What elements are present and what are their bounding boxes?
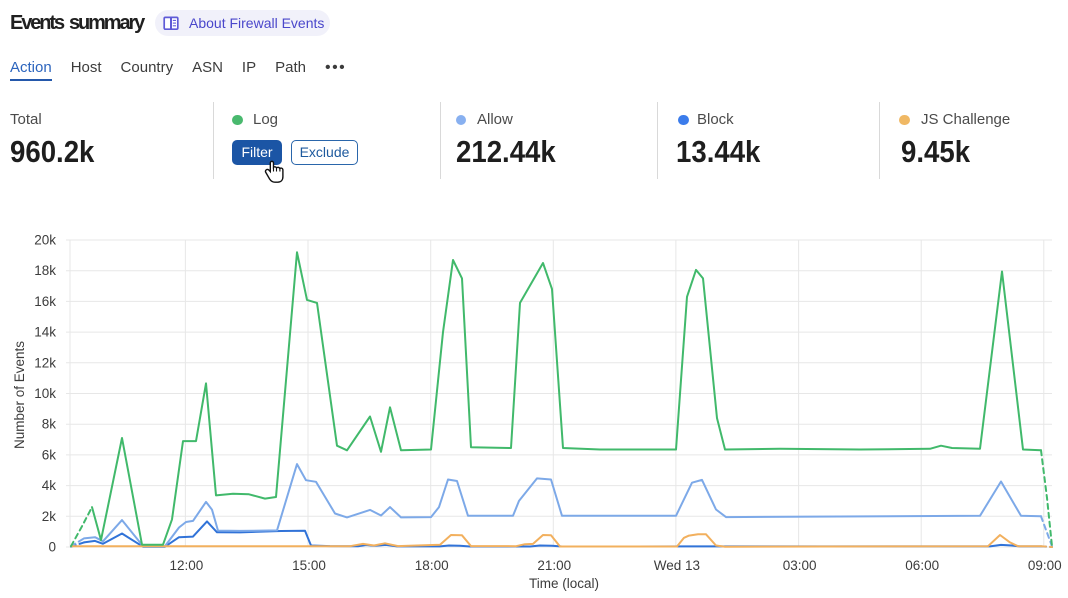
svg-text:6k: 6k — [42, 447, 57, 462]
svg-text:0: 0 — [48, 540, 56, 555]
svg-text:09:00: 09:00 — [1028, 558, 1062, 573]
svg-text:10k: 10k — [34, 386, 56, 401]
svg-text:18:00: 18:00 — [415, 558, 449, 573]
svg-text:06:00: 06:00 — [905, 558, 939, 573]
svg-text:14k: 14k — [34, 325, 56, 340]
svg-text:2k: 2k — [42, 509, 57, 524]
svg-text:16k: 16k — [34, 294, 56, 309]
svg-text:15:00: 15:00 — [292, 558, 326, 573]
svg-text:03:00: 03:00 — [783, 558, 817, 573]
svg-text:8k: 8k — [42, 417, 57, 432]
svg-text:Wed 13: Wed 13 — [654, 558, 700, 573]
svg-text:18k: 18k — [34, 263, 56, 278]
svg-text:12k: 12k — [34, 355, 56, 370]
svg-text:21:00: 21:00 — [537, 558, 571, 573]
svg-text:Number of Events: Number of Events — [12, 341, 27, 449]
svg-text:20k: 20k — [34, 233, 56, 248]
svg-text:12:00: 12:00 — [170, 558, 204, 573]
svg-text:Time (local): Time (local) — [529, 576, 599, 591]
svg-text:4k: 4k — [42, 478, 57, 493]
